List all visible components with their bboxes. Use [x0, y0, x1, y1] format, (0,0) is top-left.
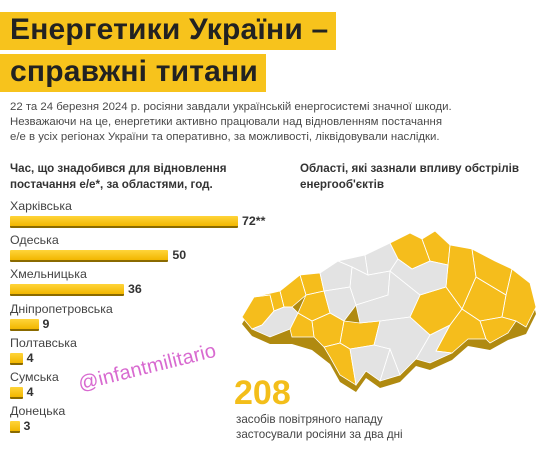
- map-region-affected: [242, 295, 274, 329]
- intro-line-3: е/е в усіх регіонах України та оперативн…: [10, 131, 440, 143]
- bar-category-label: Донецька: [10, 404, 66, 419]
- bar-value-label: 36: [128, 282, 142, 297]
- map-title: Області, які зазнали впливу обстрілів ен…: [300, 162, 519, 191]
- map-region-affected: [480, 317, 516, 343]
- bar-value-label: 4: [26, 350, 34, 365]
- page-title-line-2: справжні титани: [0, 54, 266, 92]
- map-region-affected: [312, 313, 344, 347]
- bar: [10, 284, 124, 297]
- map-region-border: [379, 347, 401, 382]
- ukraine-map: [241, 230, 537, 392]
- map-region-border: [289, 312, 315, 338]
- watermark-text: @infantmilitario: [76, 339, 219, 396]
- map-region-not-affected: [350, 345, 390, 385]
- map-region-affected: [472, 249, 512, 295]
- map-region-border: [279, 274, 307, 308]
- bar: [10, 387, 23, 399]
- map-region-affected: [446, 245, 476, 309]
- stat-caption-line-2: застосували росіяни за два дні: [236, 428, 403, 441]
- map-region-not-affected: [390, 259, 448, 295]
- page-title-line-1: Енергетики України –: [0, 12, 337, 50]
- map-borders: [241, 230, 537, 387]
- map-region-not-affected: [252, 307, 298, 337]
- bar-value-label: 4: [26, 385, 34, 399]
- map-region-border: [501, 268, 537, 328]
- map-region-not-affected: [380, 349, 400, 381]
- bar-category-label: Харківська: [10, 199, 72, 213]
- map-region-affected: [436, 309, 486, 353]
- map-region-affected: [410, 287, 462, 335]
- bar: [10, 318, 39, 331]
- bar-category-label: Сумська: [10, 370, 59, 384]
- bar-row: Хмельницька 36: [10, 267, 142, 297]
- stat-caption: засобів повітряного нападу застосували р…: [236, 412, 436, 442]
- map-region-border: [415, 324, 454, 364]
- map-region-not-affected: [324, 287, 356, 321]
- intro-paragraph: 22 та 24 березня 2024 р. росіяни завдали…: [10, 100, 540, 145]
- map-region-not-affected: [416, 325, 452, 363]
- map-region-affected: [422, 231, 450, 265]
- bar: [10, 250, 169, 263]
- chart-title: Час, що знадобився для відновлення поста…: [10, 162, 227, 191]
- bar-value-label: 3: [23, 419, 31, 434]
- map-region-not-affected: [320, 261, 352, 291]
- bar-category-label: Одеська: [10, 233, 59, 248]
- bar: [10, 216, 238, 228]
- bar-row: Донецька 3: [10, 404, 66, 434]
- bar-category-label: Полтавська: [10, 335, 77, 350]
- bar-row: Полтавська 4: [10, 335, 77, 365]
- bar-row: Сумська 4: [10, 370, 59, 399]
- stat-caption-line-1: засобів повітряного нападу: [236, 413, 383, 426]
- map-region-affected: [280, 275, 306, 307]
- map-region-affected: [340, 321, 380, 349]
- map-regions: [242, 231, 536, 385]
- stat-number: 208: [234, 374, 291, 412]
- intro-line-1: 22 та 24 березня 2024 р. росіяни завдали…: [10, 101, 452, 113]
- bar-value-label: 72**: [242, 214, 266, 228]
- map-region-affected: [298, 291, 330, 321]
- map-region-not-affected: [374, 317, 430, 375]
- bar: [10, 352, 23, 365]
- bar-value-label: 50: [172, 248, 187, 263]
- bar: [10, 421, 20, 434]
- map-region-not-affected: [350, 267, 390, 305]
- bar-row: Одеська 50: [10, 233, 186, 263]
- bar-row: Дніпропетровська 9: [10, 301, 113, 331]
- map-region-not-affected: [356, 271, 420, 323]
- map-region-not-affected: [338, 255, 368, 275]
- bar-category-label: Хмельницька: [10, 267, 87, 282]
- bar-row: Харківська 72**: [10, 199, 265, 228]
- map-region-affected: [324, 343, 356, 385]
- map-region-affected: [300, 273, 324, 295]
- map-region-not-affected: [365, 243, 398, 275]
- bar-value-label: 9: [42, 316, 50, 331]
- map-region-border: [323, 286, 357, 322]
- map-region-affected: [502, 269, 536, 327]
- intro-line-2: Незважаючи на це, енергетики активно пра…: [10, 116, 442, 128]
- map-region-affected: [462, 277, 506, 321]
- bar-category-label: Дніпропетровська: [10, 301, 113, 316]
